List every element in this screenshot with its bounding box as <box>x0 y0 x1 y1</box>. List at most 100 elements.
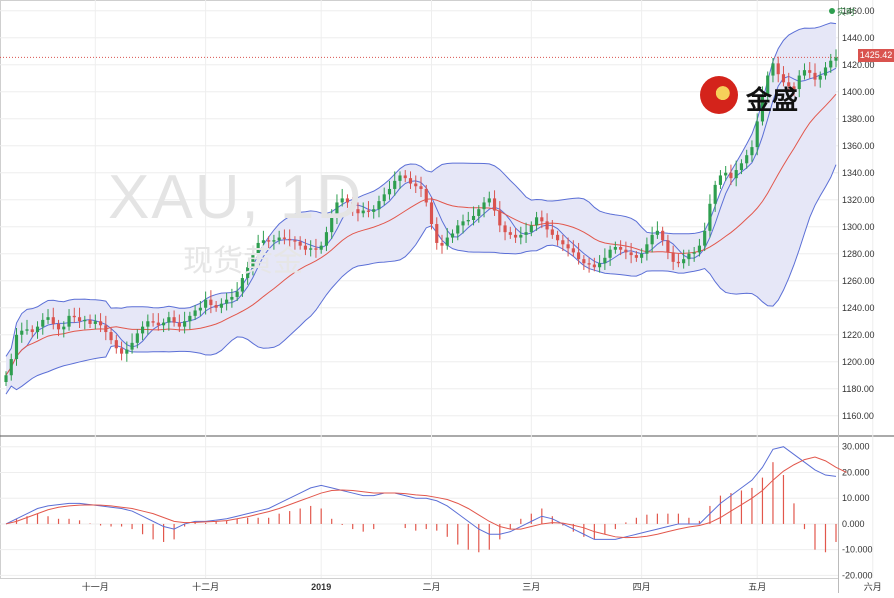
candle-body <box>240 278 244 292</box>
candle-body <box>598 263 602 268</box>
logo-icon <box>700 76 738 114</box>
candle-body <box>540 217 544 222</box>
candle-body <box>119 348 124 354</box>
candle-body <box>4 375 8 382</box>
candle-body <box>477 209 481 216</box>
candle-body <box>645 244 649 254</box>
candle-body <box>251 253 255 268</box>
candle-body <box>230 296 234 300</box>
candle-body <box>718 175 723 185</box>
candle-body <box>650 234 654 245</box>
candle-body <box>524 232 528 235</box>
bollinger-upper <box>5 22 837 357</box>
candle-body <box>582 259 586 264</box>
candle-body <box>366 210 371 212</box>
candle-body <box>261 240 265 243</box>
candle-body <box>503 225 507 233</box>
y-tick-label: 1380.00 <box>842 114 875 124</box>
y-tick-label: 1300.00 <box>842 222 875 232</box>
watermark-name: 现货黄金 <box>183 245 303 278</box>
candle-body <box>167 317 171 323</box>
candle-body <box>382 194 386 202</box>
candle-body <box>550 229 554 235</box>
live-status-label: 实时 <box>837 7 856 17</box>
candle-body <box>14 334 19 360</box>
candle-body <box>377 201 381 210</box>
logo-text: 金盛 <box>746 85 799 115</box>
candle-body <box>619 247 623 250</box>
x-tick-label: 四月 <box>633 582 651 592</box>
x-tick-label: 六月 <box>864 581 882 592</box>
candle-body <box>151 321 155 323</box>
candle-body <box>177 322 181 327</box>
candle-body <box>629 252 633 256</box>
candle-body <box>450 233 455 238</box>
candle-body <box>188 315 192 322</box>
macd-tick-label: 0.000 <box>842 519 865 529</box>
y-tick-label: 1180.00 <box>842 384 874 394</box>
y-tick-label: 1280.00 <box>842 249 875 259</box>
candle-body <box>30 329 34 333</box>
live-status-icon <box>829 8 835 14</box>
candle-body <box>682 259 686 264</box>
candle-body <box>676 261 680 264</box>
candle-body <box>456 225 460 234</box>
candle-body <box>471 215 476 220</box>
x-tick-label: 十二月 <box>192 581 219 592</box>
bollinger-fill <box>6 22 836 395</box>
candle-body <box>130 342 134 350</box>
candle-body <box>492 198 497 211</box>
candle-body <box>424 188 428 203</box>
candle-body <box>35 326 40 333</box>
candle-body <box>162 322 166 326</box>
candle-body <box>267 240 271 242</box>
candle-body <box>797 75 801 90</box>
candle-body <box>414 183 418 187</box>
candle-body <box>209 299 213 306</box>
candle-body <box>41 319 45 327</box>
candle-body <box>634 255 638 258</box>
candle-body <box>697 245 701 253</box>
candle-body <box>419 186 423 189</box>
macd-tick-label: -20.000 <box>842 570 873 580</box>
bollinger-lower <box>5 164 837 395</box>
watermark-symbol: XAU, 1D <box>108 163 364 232</box>
y-tick-label: 1340.00 <box>842 168 875 178</box>
candle-body <box>9 359 13 376</box>
candle-body <box>298 241 302 246</box>
candle-body <box>461 221 465 226</box>
candle-body <box>661 230 665 241</box>
candle-body <box>345 198 350 203</box>
candle-body <box>750 147 754 156</box>
candle-body <box>435 224 439 243</box>
candle-body <box>303 245 308 250</box>
candle-body <box>393 180 397 189</box>
macd-tick-label: 20.000 <box>842 467 870 477</box>
candle-body <box>372 209 376 212</box>
candle-body <box>387 188 392 195</box>
x-tick-label: 五月 <box>748 582 766 592</box>
x-tick-label: 三月 <box>522 582 540 592</box>
candle-body <box>125 349 129 354</box>
candle-body <box>225 299 229 304</box>
candle-body <box>361 210 365 214</box>
candle-body <box>356 209 360 214</box>
candle-body <box>193 310 197 316</box>
candle-body <box>556 234 560 241</box>
candle-body <box>755 121 759 148</box>
candle-body <box>214 305 218 308</box>
candle-body <box>766 75 770 96</box>
candle-body <box>776 63 780 75</box>
candle-body <box>577 252 581 260</box>
candle-body <box>56 323 61 330</box>
candle-body <box>93 321 97 324</box>
candle-body <box>72 315 76 318</box>
candle-body <box>466 220 470 222</box>
candle-body <box>46 317 50 320</box>
x-tick-label: 十一月 <box>82 581 109 592</box>
candle-body <box>282 237 286 239</box>
candle-body <box>655 230 659 235</box>
candle-body <box>571 248 575 253</box>
candle-body <box>88 319 92 324</box>
